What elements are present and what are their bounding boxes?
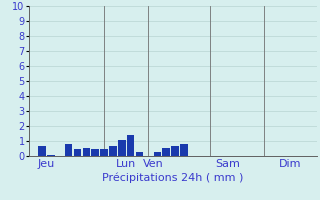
Bar [109, 146, 117, 156]
Bar [38, 146, 46, 156]
Bar [118, 140, 126, 156]
Bar [65, 144, 72, 156]
Bar [180, 144, 188, 156]
Bar [83, 148, 90, 156]
Bar [92, 148, 99, 156]
X-axis label: Précipitations 24h ( mm ): Précipitations 24h ( mm ) [102, 173, 244, 183]
Bar [100, 149, 108, 156]
Bar [136, 152, 143, 156]
Bar [154, 152, 161, 156]
Bar [47, 155, 55, 156]
Bar [171, 146, 179, 156]
Bar [127, 135, 134, 156]
Bar [162, 148, 170, 156]
Bar [74, 148, 81, 156]
